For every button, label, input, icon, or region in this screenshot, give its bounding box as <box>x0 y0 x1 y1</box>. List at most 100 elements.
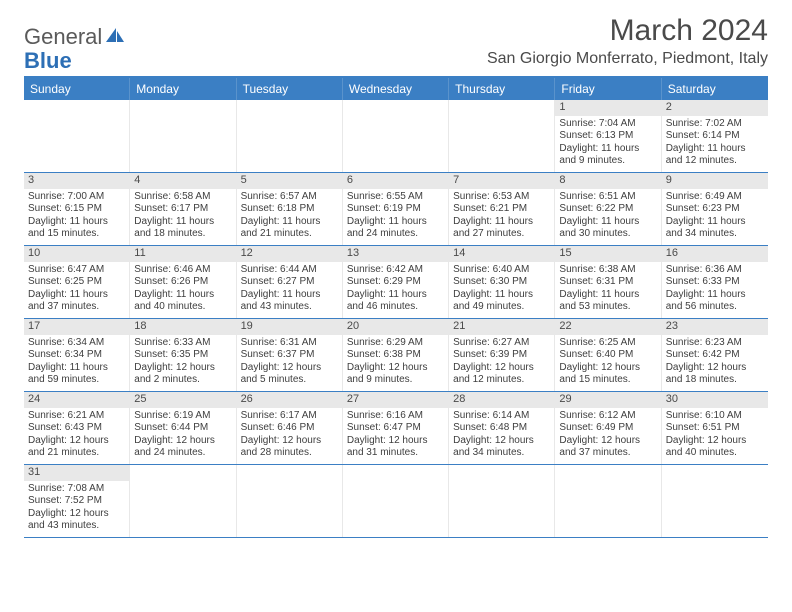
day-number: 9 <box>662 173 768 189</box>
day-cell: 1Sunrise: 7:04 AMSunset: 6:13 PMDaylight… <box>555 100 661 172</box>
location: San Giorgio Monferrato, Piedmont, Italy <box>487 50 768 68</box>
day-info: Sunrise: 7:08 AMSunset: 7:52 PMDaylight:… <box>28 483 125 533</box>
day-cell: 31Sunrise: 7:08 AMSunset: 7:52 PMDayligh… <box>24 465 130 537</box>
day-cell: 20 Sunrise: 6:29 AMSunset: 6:38 PMDayligh… <box>343 319 449 391</box>
day-info: Sunrise: 7:02 AMSunset: 6:14 PMDaylight:… <box>666 118 764 168</box>
logo-text-2: Blue <box>24 48 72 74</box>
sunrise-text: Sunrise: 6:47 AM <box>28 264 125 277</box>
sunset-text: Sunset: 6:48 PM <box>453 422 550 435</box>
daylight-text-2: and 24 minutes. <box>347 228 444 241</box>
day-info: Sunrise: 7:04 AMSunset: 6:13 PMDaylight:… <box>559 118 656 168</box>
logo-text-1: General <box>24 24 102 50</box>
day-cell: 7Sunrise: 6:53 AMSunset: 6:21 PMDaylight… <box>449 173 555 245</box>
sunset-text: Sunset: 6:18 PM <box>241 203 338 216</box>
day-number: 16 <box>662 246 768 262</box>
sunrise-text: Sunrise: 6:23 AM <box>666 337 764 350</box>
day-number: 25 <box>130 392 235 408</box>
day-cell: 4Sunrise: 6:58 AMSunset: 6:17 PMDaylight… <box>130 173 236 245</box>
day-info: Sunrise: 6:44 AMSunset: 6:27 PMDaylight:… <box>241 264 338 314</box>
daylight-text-1: Daylight: 12 hours <box>453 435 550 448</box>
sunset-text: Sunset: 6:35 PM <box>134 349 231 362</box>
sunset-text: Sunset: 6:22 PM <box>559 203 656 216</box>
daylight-text-1: Daylight: 11 hours <box>666 216 764 229</box>
day-number: 20 <box>343 319 448 335</box>
daylight-text-2: and 15 minutes. <box>28 228 125 241</box>
sunrise-text: Sunrise: 7:02 AM <box>666 118 764 131</box>
daylight-text-2: and 15 minutes. <box>559 374 656 387</box>
day-number: 28 <box>449 392 554 408</box>
day-cell <box>449 465 555 537</box>
daylight-text-1: Daylight: 11 hours <box>134 289 231 302</box>
day-cell <box>237 100 343 172</box>
day-cell: 10Sunrise: 6:47 AMSunset: 6:25 PMDayligh… <box>24 246 130 318</box>
sunset-text: Sunset: 6:49 PM <box>559 422 656 435</box>
day-cell: 6Sunrise: 6:55 AMSunset: 6:19 PMDaylight… <box>343 173 449 245</box>
weeks-container: 1Sunrise: 7:04 AMSunset: 6:13 PMDaylight… <box>24 100 768 538</box>
day-number: 15 <box>555 246 660 262</box>
day-cell: 22Sunrise: 6:25 AMSunset: 6:40 PMDayligh… <box>555 319 661 391</box>
day-cell: 30Sunrise: 6:10 AMSunset: 6:51 PMDayligh… <box>662 392 768 464</box>
day-info: Sunrise: 6:14 AMSunset: 6:48 PMDaylight:… <box>453 410 550 460</box>
daylight-text-2: and 34 minutes. <box>666 228 764 241</box>
daylight-text-1: Daylight: 11 hours <box>134 216 231 229</box>
sunrise-text: Sunrise: 6:14 AM <box>453 410 550 423</box>
daylight-text-2: and 21 minutes. <box>241 228 338 241</box>
daylight-text-1: Daylight: 12 hours <box>559 362 656 375</box>
dayname-sat: Saturday <box>662 78 768 100</box>
daylight-text-1: Daylight: 11 hours <box>559 289 656 302</box>
day-info: Sunrise: 6:49 AMSunset: 6:23 PMDaylight:… <box>666 191 764 241</box>
sunrise-text: Sunrise: 6:57 AM <box>241 191 338 204</box>
daylight-text-2: and 18 minutes. <box>134 228 231 241</box>
day-cell: 25Sunrise: 6:19 AMSunset: 6:44 PMDayligh… <box>130 392 236 464</box>
day-number: 17 <box>24 319 129 335</box>
day-info: Sunrise: 6:42 AMSunset: 6:29 PMDaylight:… <box>347 264 444 314</box>
daylight-text-1: Daylight: 11 hours <box>28 362 125 375</box>
daylight-text-1: Daylight: 11 hours <box>453 216 550 229</box>
calendar: Sunday Monday Tuesday Wednesday Thursday… <box>24 76 768 538</box>
title-block: March 2024 San Giorgio Monferrato, Piedm… <box>487 14 768 68</box>
daylight-text-1: Daylight: 11 hours <box>559 216 656 229</box>
day-info: Sunrise: 6:27 AMSunset: 6:39 PMDaylight:… <box>453 337 550 387</box>
dayname-wed: Wednesday <box>343 78 449 100</box>
sunrise-text: Sunrise: 6:34 AM <box>28 337 125 350</box>
daylight-text-1: Daylight: 12 hours <box>28 508 125 521</box>
day-number: 11 <box>130 246 235 262</box>
sunrise-text: Sunrise: 6:17 AM <box>241 410 338 423</box>
daylight-text-2: and 34 minutes. <box>453 447 550 460</box>
day-cell: 11Sunrise: 6:46 AMSunset: 6:26 PMDayligh… <box>130 246 236 318</box>
logo: General <box>24 14 126 50</box>
sunset-text: Sunset: 6:34 PM <box>28 349 125 362</box>
day-cell: 15Sunrise: 6:38 AMSunset: 6:31 PMDayligh… <box>555 246 661 318</box>
day-cell: 21Sunrise: 6:27 AMSunset: 6:39 PMDayligh… <box>449 319 555 391</box>
daylight-text-2: and 12 minutes. <box>453 374 550 387</box>
sunset-text: Sunset: 6:14 PM <box>666 130 764 143</box>
day-info: Sunrise: 6:16 AMSunset: 6:47 PMDaylight:… <box>347 410 444 460</box>
daylight-text-2: and 27 minutes. <box>453 228 550 241</box>
daylight-text-2: and 53 minutes. <box>559 301 656 314</box>
day-info: Sunrise: 6:29 AMSunset: 6:38 PMDaylight:… <box>347 337 444 387</box>
day-info: Sunrise: 6:21 AMSunset: 6:43 PMDaylight:… <box>28 410 125 460</box>
week-row: 1Sunrise: 7:04 AMSunset: 6:13 PMDaylight… <box>24 100 768 173</box>
daylight-text-1: Daylight: 12 hours <box>134 435 231 448</box>
sunrise-text: Sunrise: 6:19 AM <box>134 410 231 423</box>
day-number: 5 <box>237 173 342 189</box>
sunset-text: Sunset: 6:37 PM <box>241 349 338 362</box>
sunrise-text: Sunrise: 6:12 AM <box>559 410 656 423</box>
sunset-text: Sunset: 6:21 PM <box>453 203 550 216</box>
day-number: 27 <box>343 392 448 408</box>
day-cell <box>343 465 449 537</box>
day-cell: 18Sunrise: 6:33 AMSunset: 6:35 PMDayligh… <box>130 319 236 391</box>
sunrise-text: Sunrise: 6:10 AM <box>666 410 764 423</box>
daylight-text-2: and 2 minutes. <box>134 374 231 387</box>
daylight-text-1: Daylight: 11 hours <box>241 289 338 302</box>
sunrise-text: Sunrise: 6:27 AM <box>453 337 550 350</box>
sunrise-text: Sunrise: 7:00 AM <box>28 191 125 204</box>
week-row: 31Sunrise: 7:08 AMSunset: 7:52 PMDayligh… <box>24 465 768 538</box>
day-number: 19 <box>237 319 342 335</box>
day-info: Sunrise: 6:12 AMSunset: 6:49 PMDaylight:… <box>559 410 656 460</box>
sunrise-text: Sunrise: 6:31 AM <box>241 337 338 350</box>
daylight-text-1: Daylight: 12 hours <box>666 362 764 375</box>
sunrise-text: Sunrise: 6:58 AM <box>134 191 231 204</box>
daylight-text-1: Daylight: 12 hours <box>666 435 764 448</box>
day-number: 13 <box>343 246 448 262</box>
